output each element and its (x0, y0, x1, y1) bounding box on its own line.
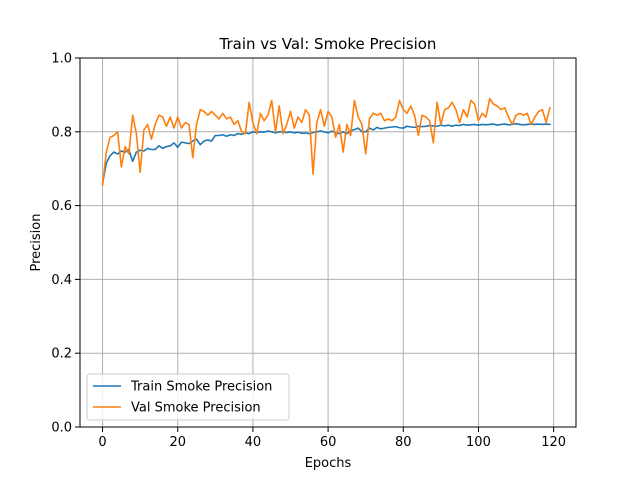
x-tick-label: 80 (395, 435, 412, 450)
y-tick-label: 0.2 (51, 347, 72, 362)
y-tick-label: 0.6 (51, 199, 72, 214)
x-axis-label: Epochs (305, 456, 352, 471)
legend-label-train: Train Smoke Precision (130, 380, 272, 395)
x-tick-label: 120 (541, 435, 566, 450)
x-tick-label: 20 (169, 435, 186, 450)
x-tick-label: 60 (320, 435, 337, 450)
x-tick-label: 40 (245, 435, 262, 450)
y-tick-label: 0.0 (51, 421, 72, 436)
y-tick-label: 1.0 (51, 52, 72, 67)
y-axis-label: Precision (29, 213, 44, 271)
y-tick-label: 0.4 (51, 273, 72, 288)
x-tick-label: 100 (466, 435, 491, 450)
series-line-train (101, 122, 551, 185)
series-layer (101, 97, 551, 187)
chart-title: Train vs Val: Smoke Precision (219, 35, 437, 53)
series-line-val (101, 97, 551, 187)
y-tick-label: 0.8 (51, 125, 72, 140)
x-tick-label: 0 (98, 435, 106, 450)
legend: Train Smoke Precision Val Smoke Precision (86, 373, 290, 421)
y-axis: 0.0 0.2 0.4 0.6 0.8 1.0 (51, 52, 80, 436)
legend-box (86, 373, 290, 421)
legend-label-val: Val Smoke Precision (131, 401, 261, 416)
x-axis: 0 20 40 60 80 100 120 (98, 427, 566, 450)
